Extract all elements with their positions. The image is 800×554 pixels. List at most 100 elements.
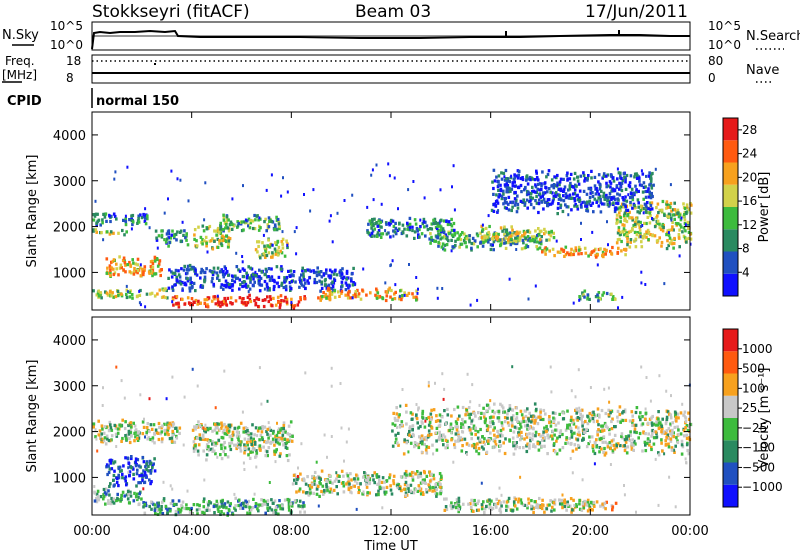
power-echo-cell [289,274,292,278]
power-echo-cell [585,192,589,196]
power-echo-cell [608,200,611,204]
power-echo-cell [279,267,283,271]
velocity-echo-cell [500,504,503,508]
velocity-echo-cell [411,478,415,482]
velocity-echo-cell [596,430,599,434]
power-echo-cell [638,176,641,180]
power-echo-cell [452,221,456,226]
power-echo-cell [189,267,193,271]
power-echo-cell [620,249,623,253]
power-echo-cell [529,199,532,203]
velocity-echo-cell [322,490,326,495]
power-echo-cell [424,234,427,238]
power-echo-cell [608,180,612,184]
velocity-echo-cell [435,414,438,418]
velocity-echo-cell [470,498,473,502]
velocity-echo-cell [108,467,112,471]
power-echo-cell [437,244,440,248]
power-echo-cell [645,235,648,239]
power-echo-cell [339,268,342,273]
power-echo-cell [290,301,293,304]
power-echo-cell [549,202,553,206]
velocity-echo-cell [587,503,591,507]
power-echo-cell [112,258,116,262]
power-echo-cell [236,276,240,280]
power-echo-cell [612,201,615,205]
power-echo-cell [421,222,425,226]
power-echo-cell [584,251,588,255]
velocity-echo-cell [554,450,557,454]
velocity-echo-cell [167,426,170,430]
power-echo-cell [564,203,567,207]
power-echo-cell [252,284,255,288]
power-echo-cell [334,268,337,272]
power-echo-cell [280,265,283,269]
power-echo-cell [246,274,249,278]
power-echo-cell [511,184,515,188]
power-echo-cell [338,294,341,298]
power-echo-cell [671,213,675,217]
power-echo-cell [220,243,224,248]
velocity-echo-cell [105,487,108,491]
power-echo-cell [181,220,184,224]
velocity-echo-cell [444,422,448,426]
velocity-echo-cell [507,496,511,500]
power-echo-cell [583,177,587,181]
velocity-echo-cell [302,501,305,505]
velocity-echo-cell [578,507,582,511]
velocity-echo-cell [506,416,509,420]
power-echo-cell [211,237,214,241]
nsky-spike [505,31,507,37]
velocity-echo-cell [281,507,285,511]
power-echo-cell [160,229,163,233]
velocity-echo-cell [320,489,323,494]
power-echo-cell [593,184,597,188]
power-echo-cell [678,245,681,249]
velocity-echo-cell [534,445,537,449]
power-echo-cell [573,191,577,196]
velocity-echo-cell [610,439,614,443]
power-echo-cell [625,199,629,203]
power-echo-cell [532,189,535,193]
velocity-echo-cell [192,440,196,444]
velocity-echo-cell [258,366,261,370]
power-echo-cell [492,192,495,196]
velocity-echo-cell [256,429,260,433]
velocity-echo-cell [296,478,299,482]
velocity-echo-cell [95,492,99,496]
velocity-echo-cell [239,506,242,510]
power-echo-cell [214,229,218,233]
power-echo-cell [611,295,615,299]
velocity-echo-cell [130,434,133,438]
velocity-echo-cell [427,384,430,388]
velocity-echo-cell [602,428,606,432]
power-echo-cell [139,213,142,217]
power-echo-cell [580,238,582,241]
power-echo-cell [321,295,324,299]
velocity-echo-cell [514,444,517,448]
velocity-echo-cell [349,486,353,490]
velocity-echo-cell [107,470,111,475]
power-echo-cell [642,181,646,185]
velocity-echo-cell [508,439,511,443]
power-echo-cell [137,220,141,224]
power-echo-cell [635,233,639,237]
velocity-echo-cell [137,431,140,435]
power-echo-cell [616,167,619,171]
velocity-echo-cell [683,410,687,414]
velocity-echo-cell [450,438,453,442]
velocity-echo-cell [479,438,481,442]
velocity-echo-cell [115,434,119,438]
power-echo-cell [578,298,581,302]
power-echo-cell [108,213,111,217]
power-echo-cell [394,226,398,230]
power-echo-cell [666,229,670,233]
power-echo-cell [437,232,440,236]
power-echo-cell [128,295,132,299]
velocity-echo-cell [586,509,590,513]
velocity-echo-cell [476,501,479,505]
power-echo-cell [220,283,224,287]
power-echo-cell [258,275,261,279]
power-echo-cell [137,217,140,221]
velocity-echo-cell [482,500,485,504]
